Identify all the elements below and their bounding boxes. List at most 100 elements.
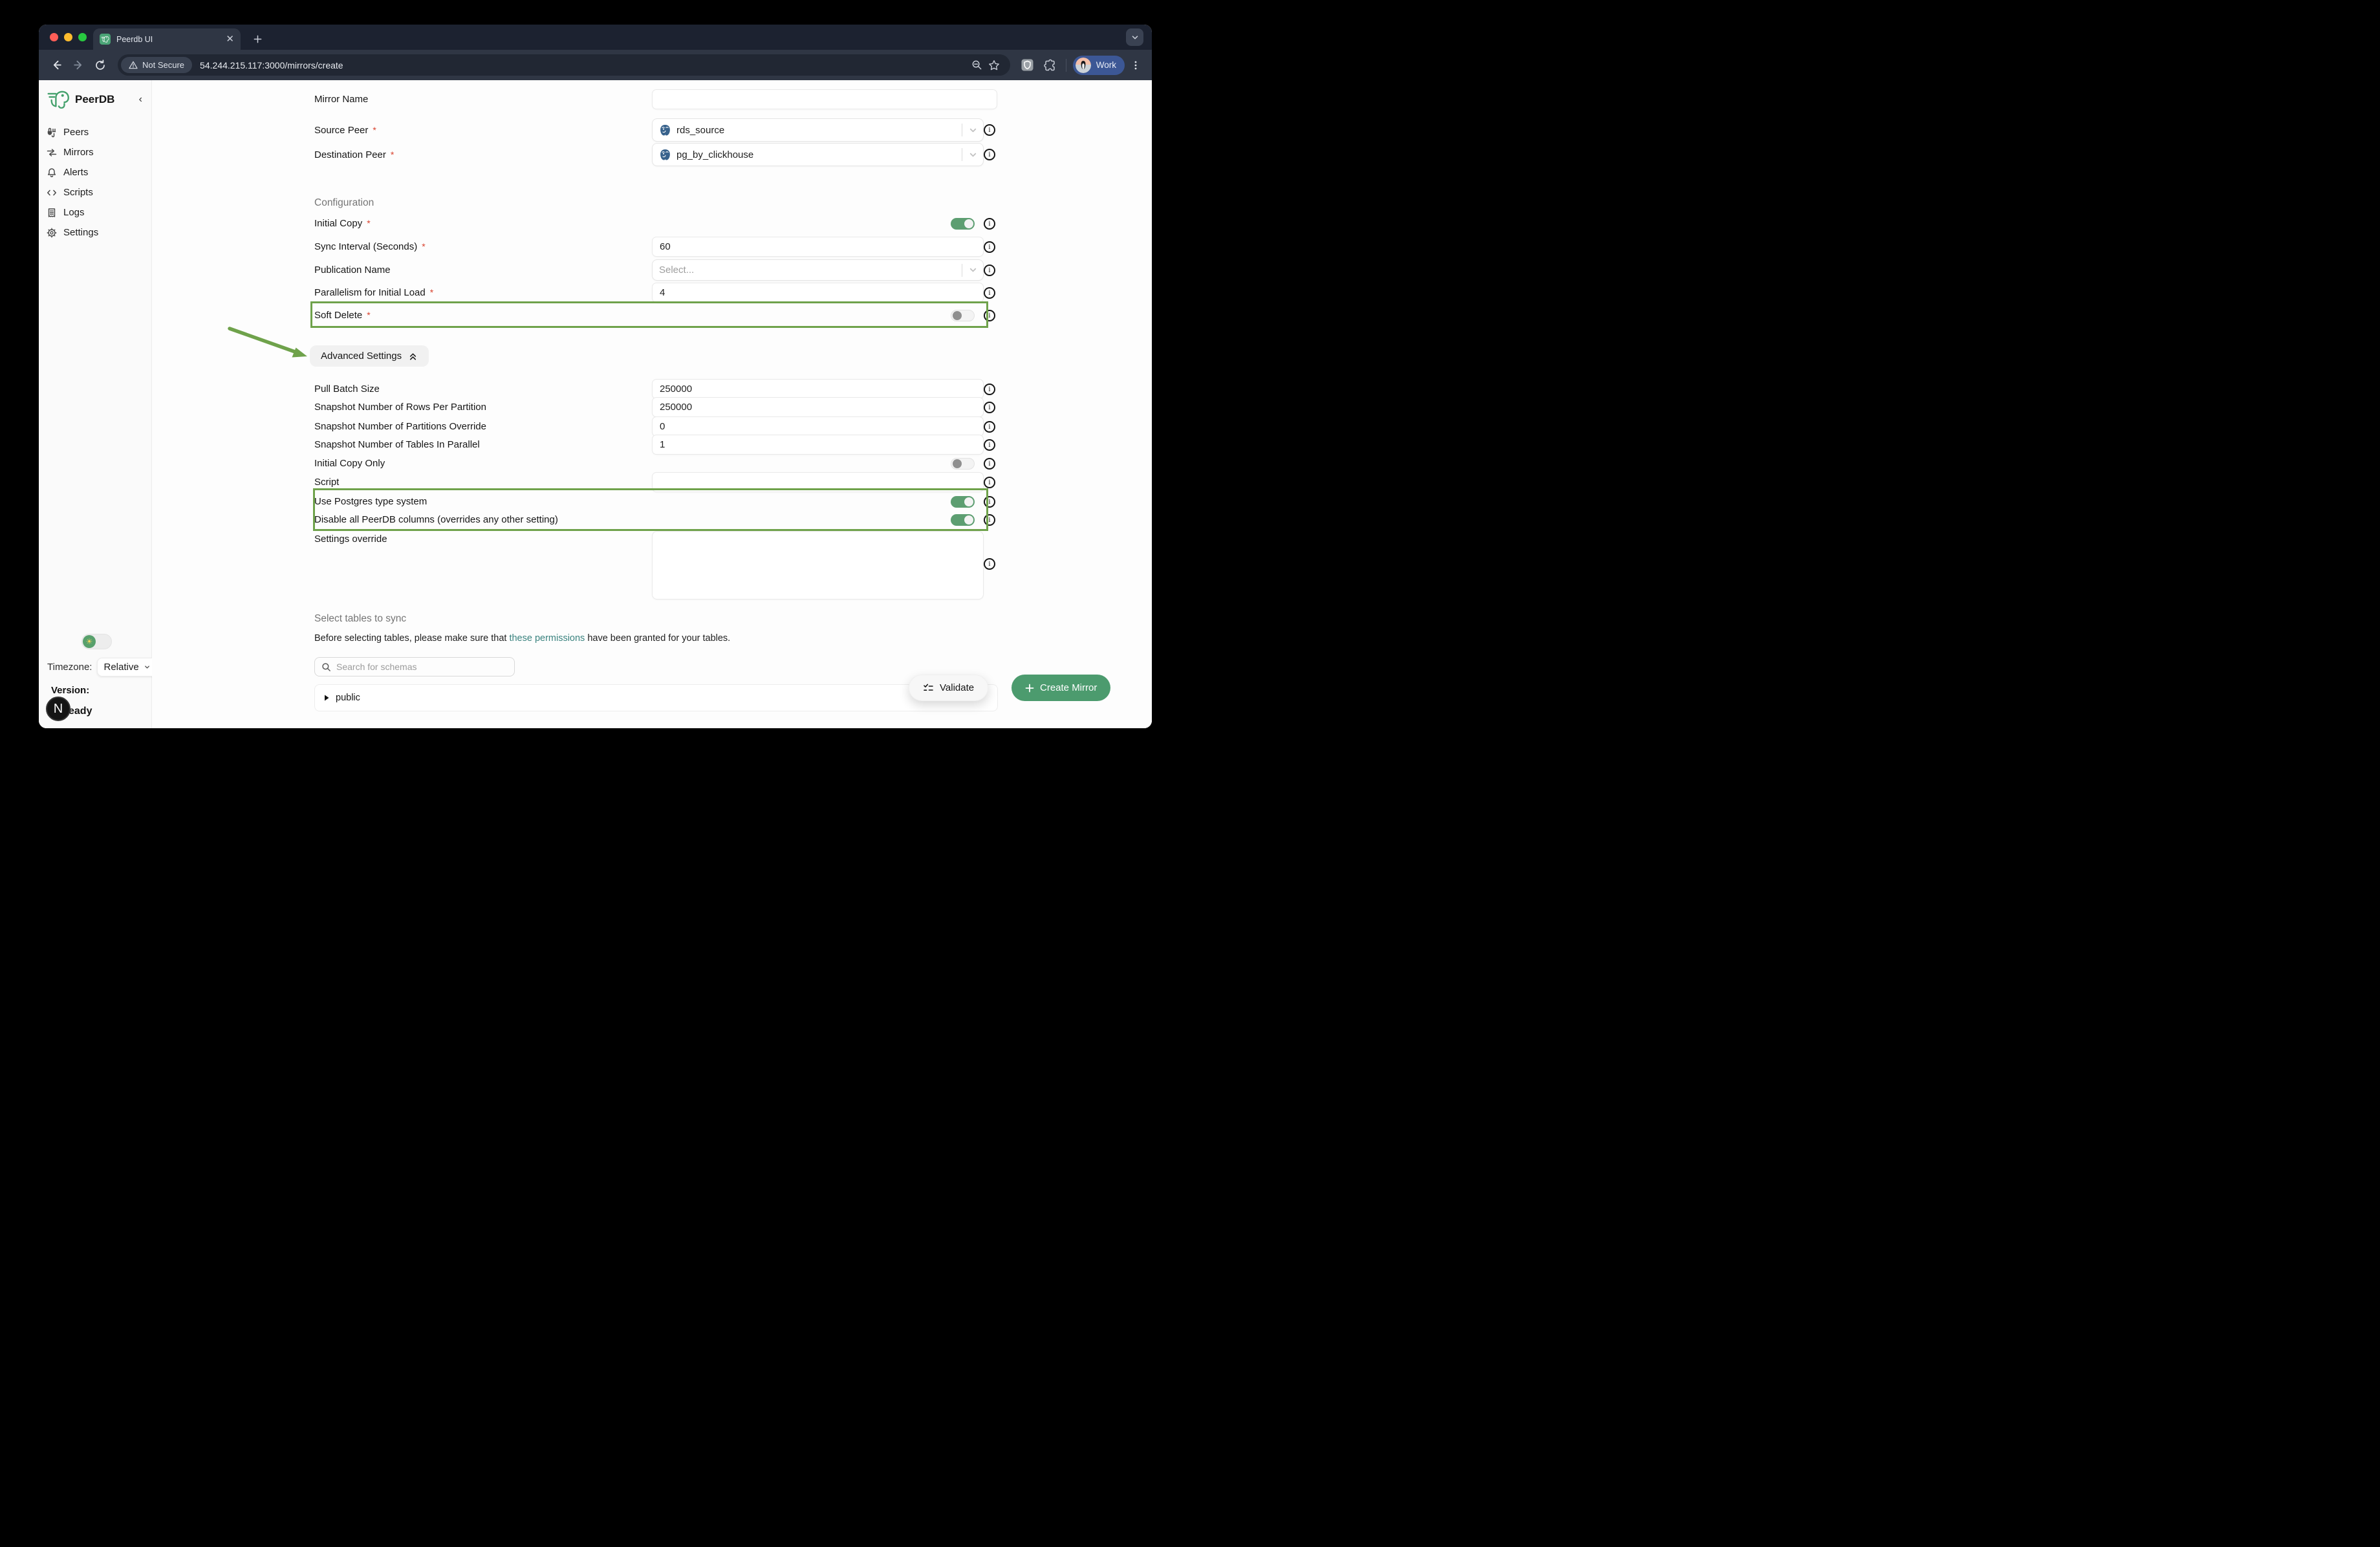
window-controls: [50, 33, 87, 41]
sidebar-nav: Peers Mirrors Alerts Scripts: [47, 126, 144, 239]
required-asterisk: *: [390, 149, 395, 160]
bookmark-star-icon[interactable]: [986, 57, 1002, 74]
info-icon[interactable]: i: [984, 287, 995, 299]
mirror-name-label: Mirror Name: [314, 94, 369, 105]
page-body: PeerDB ‹ Peers Mirrors Alerts: [39, 80, 1152, 728]
tab-close-icon[interactable]: ✕: [226, 34, 234, 45]
source-peer-select[interactable]: rds_source: [652, 118, 984, 142]
pull-batch-size-input[interactable]: [652, 379, 984, 399]
info-icon[interactable]: i: [984, 217, 995, 230]
not-secure-chip[interactable]: Not Secure: [121, 57, 193, 73]
info-icon[interactable]: i: [984, 438, 995, 451]
advanced-settings-button[interactable]: Advanced Settings: [310, 345, 429, 367]
parallelism-input[interactable]: [652, 283, 984, 303]
script-row: Script i: [314, 472, 995, 492]
double-chevron-up-icon: [410, 353, 416, 360]
snapshot-rows-input[interactable]: [652, 397, 984, 417]
chevron-down-icon[interactable]: [962, 125, 983, 135]
profile-chip[interactable]: Work: [1072, 55, 1125, 75]
info-icon[interactable]: i: [984, 476, 995, 488]
screenshot-stage: Peerdb UI ✕ Not: [0, 0, 1190, 774]
forward-button[interactable]: [69, 56, 88, 75]
destination-peer-value: pg_by_clickhouse: [676, 149, 754, 160]
sidebar-item-scripts[interactable]: Scripts: [47, 186, 144, 199]
initial-copy-only-toggle[interactable]: [951, 457, 975, 470]
snapshot-partitions-input[interactable]: [652, 416, 984, 437]
sidebar-item-peers[interactable]: Peers: [47, 126, 144, 138]
timezone-label: Timezone:: [47, 662, 92, 673]
use-postgres-type-system-row: Use Postgres type system i: [314, 492, 995, 512]
validate-button[interactable]: Validate: [909, 675, 989, 701]
sidebar-item-mirrors[interactable]: Mirrors: [47, 146, 144, 158]
browser-tab-active[interactable]: Peerdb UI ✕: [93, 28, 241, 50]
sidebar-item-alerts[interactable]: Alerts: [47, 166, 144, 178]
required-asterisk: *: [367, 310, 371, 320]
mirror-name-input[interactable]: [652, 89, 997, 109]
info-icon[interactable]: i: [984, 457, 995, 470]
use-postgres-type-system-toggle[interactable]: [951, 495, 975, 508]
create-mirror-button[interactable]: Create Mirror: [1012, 675, 1111, 701]
browser-menu-icon[interactable]: [1127, 57, 1144, 74]
info-icon[interactable]: i: [984, 514, 995, 526]
sync-interval-input[interactable]: [652, 237, 984, 257]
validate-label: Validate: [940, 682, 975, 693]
expand-triangle-icon[interactable]: [324, 695, 329, 701]
settings-override-textarea[interactable]: [652, 531, 984, 600]
close-window-button[interactable]: [50, 33, 58, 41]
shield-extension-icon[interactable]: [1018, 56, 1037, 75]
info-icon[interactable]: i: [984, 420, 995, 433]
timezone-select[interactable]: Relative: [97, 658, 157, 676]
tab-title: Peerdb UI: [116, 34, 153, 44]
tab-search-button[interactable]: [1126, 28, 1143, 46]
chevron-down-icon[interactable]: [962, 150, 983, 160]
back-button[interactable]: [47, 56, 66, 75]
new-tab-button[interactable]: [250, 31, 265, 47]
info-icon[interactable]: i: [984, 241, 995, 253]
info-icon[interactable]: i: [984, 401, 995, 413]
schema-search-input[interactable]: [336, 662, 508, 672]
publication-name-placeholder: Select...: [659, 265, 695, 276]
info-icon[interactable]: i: [984, 149, 995, 160]
use-postgres-type-system-label: Use Postgres type system: [314, 496, 427, 507]
schema-row-public[interactable]: public: [314, 684, 998, 711]
nextjs-badge[interactable]: N: [46, 697, 70, 721]
reload-button[interactable]: [91, 56, 110, 75]
zoom-out-icon[interactable]: [969, 57, 986, 74]
script-label: Script: [314, 477, 340, 488]
disable-peerdb-columns-toggle[interactable]: [951, 514, 975, 526]
chevron-down-icon[interactable]: [962, 265, 983, 275]
script-input[interactable]: [652, 472, 984, 492]
plus-icon: [1025, 684, 1034, 692]
permissions-link[interactable]: these permissions: [509, 633, 585, 644]
sidebar-item-label: Settings: [63, 227, 99, 238]
initial-copy-only-label: Initial Copy Only: [314, 458, 385, 469]
extensions-puzzle-icon[interactable]: [1040, 56, 1059, 75]
info-icon[interactable]: i: [984, 495, 995, 508]
destination-peer-select[interactable]: pg_by_clickhouse: [652, 143, 984, 166]
info-icon[interactable]: i: [984, 264, 995, 276]
parallelism-row: Parallelism for Initial Load * i: [314, 283, 995, 303]
theme-toggle[interactable]: ☀: [81, 634, 112, 649]
info-icon[interactable]: i: [984, 383, 995, 395]
minimize-window-button[interactable]: [64, 33, 72, 41]
publication-name-select[interactable]: Select...: [652, 259, 984, 281]
soft-delete-toggle[interactable]: [951, 309, 975, 321]
schema-search-box[interactable]: [314, 657, 515, 676]
postgres-icon: [659, 124, 671, 136]
info-icon[interactable]: i: [984, 124, 995, 136]
snapshot-tables-label: Snapshot Number of Tables In Parallel: [314, 439, 480, 450]
sidebar-item-logs[interactable]: Logs: [47, 206, 144, 219]
snapshot-tables-input[interactable]: [652, 435, 984, 455]
required-asterisk: *: [367, 218, 371, 228]
address-bar[interactable]: Not Secure 54.244.215.117:3000/mirrors/c…: [118, 54, 1010, 76]
initial-copy-toggle[interactable]: [951, 217, 975, 230]
info-icon[interactable]: i: [984, 558, 995, 570]
sidebar-collapse-icon[interactable]: ‹: [138, 93, 142, 105]
snapshot-partitions-label: Snapshot Number of Partitions Override: [314, 421, 486, 432]
profile-name: Work: [1096, 60, 1116, 70]
disable-peerdb-columns-label: Disable all PeerDB columns (overrides an…: [314, 514, 558, 525]
info-icon[interactable]: i: [984, 309, 995, 321]
sidebar-item-settings[interactable]: Settings: [47, 226, 144, 239]
source-peer-label: Source Peer: [314, 124, 369, 136]
maximize-window-button[interactable]: [78, 33, 87, 41]
